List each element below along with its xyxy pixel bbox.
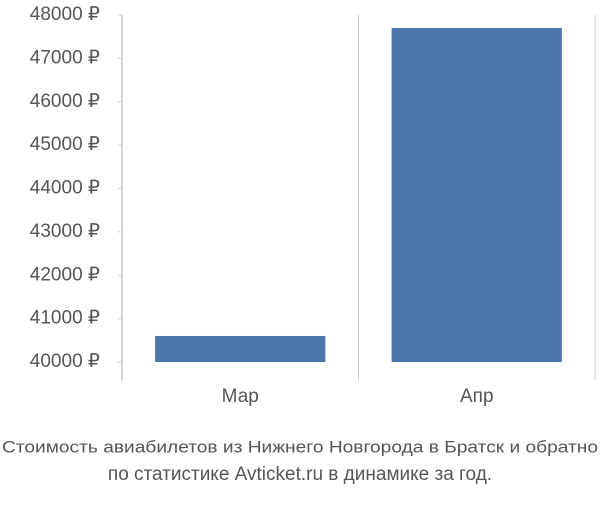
x-tick-label: Мар bbox=[222, 386, 259, 407]
y-tick-label: 45000 ₽ bbox=[30, 134, 100, 155]
chart-subtitle: по статистике Avticket.ru в динамике за … bbox=[108, 464, 492, 485]
y-tick-label: 47000 ₽ bbox=[30, 47, 100, 68]
y-tick-label: 42000 ₽ bbox=[30, 264, 100, 285]
y-tick-label: 48000 ₽ bbox=[30, 4, 100, 25]
x-tick-label: Апр bbox=[460, 386, 494, 407]
y-tick-label: 43000 ₽ bbox=[30, 221, 100, 242]
y-tick-label: 41000 ₽ bbox=[30, 308, 100, 329]
y-tick-label: 40000 ₽ bbox=[30, 351, 100, 372]
bar bbox=[391, 28, 562, 362]
chart-title: Стоимость авиабилетов из Нижнего Новгоро… bbox=[2, 437, 598, 456]
y-tick-label: 44000 ₽ bbox=[30, 178, 100, 199]
y-tick-label: 46000 ₽ bbox=[30, 91, 100, 112]
bar bbox=[155, 335, 326, 362]
